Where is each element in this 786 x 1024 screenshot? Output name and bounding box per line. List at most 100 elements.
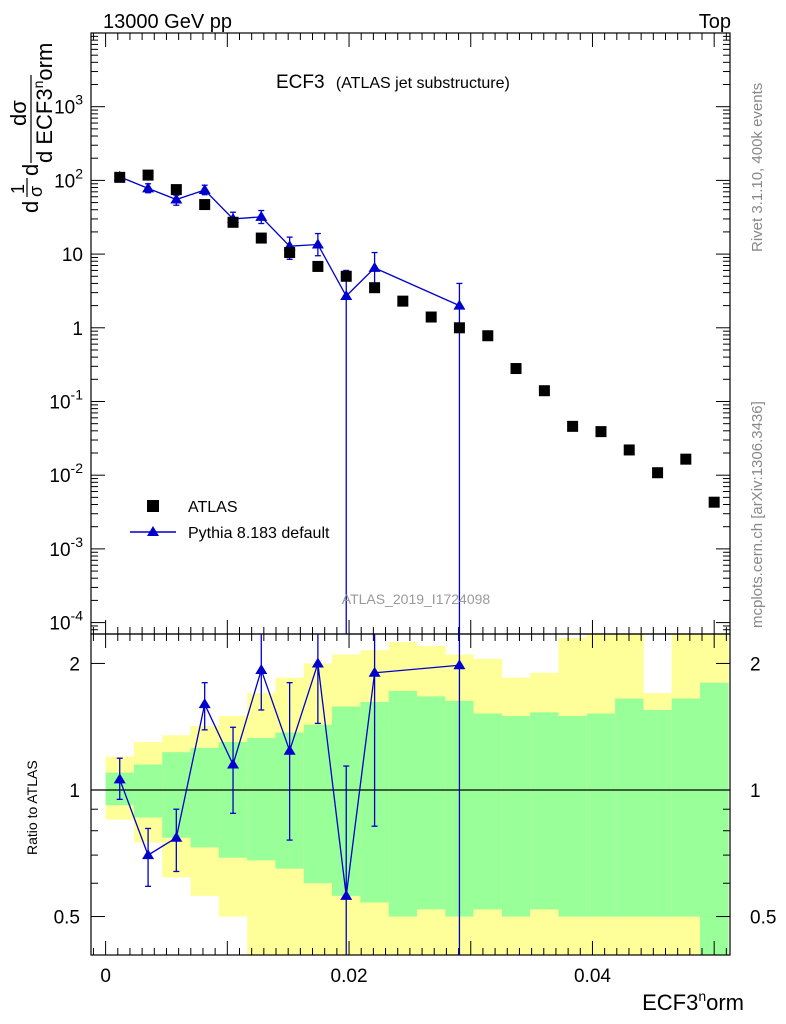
ylabel-outer-d: d (18, 201, 43, 213)
atlas-point (708, 496, 720, 508)
atlas-point (623, 444, 635, 456)
y-tick-label-main: 10-2 (49, 460, 83, 487)
atlas-point (538, 385, 550, 397)
atlas-point (425, 311, 437, 323)
ratio-tick-label-left: 1 (69, 781, 80, 802)
plot-title: ECF3 (ATLAS jet substructure) (276, 72, 510, 93)
y-tick-label-main: 103 (54, 92, 83, 119)
y-tick-label-main: 10-1 (49, 386, 83, 413)
legend: ATLAS Pythia 8.183 default (130, 499, 330, 542)
ratio-tick-label-left: 0.5 (54, 908, 80, 929)
atlas-point (680, 453, 692, 465)
mc-point (340, 290, 353, 301)
ratio-point (227, 758, 240, 769)
analysis-label: ATLAS_2019_I1724098 (342, 591, 491, 607)
main-y-axis-label: d 1 σ d dσ d ECF3norm (6, 43, 57, 213)
band-inner-bin (388, 690, 418, 917)
band-inner-bin (558, 715, 588, 917)
ratio-point (311, 657, 324, 668)
band-inner-bin (247, 737, 276, 861)
ratio-point (113, 773, 126, 784)
mc-point (142, 182, 155, 193)
data-marks (113, 169, 720, 955)
plot-title-main: ECF3 (276, 72, 325, 93)
atlas-point (453, 322, 465, 334)
main-plot-frame (90, 32, 731, 635)
ratio-point (255, 663, 268, 674)
ratio-tick-label-left: 2 (69, 654, 80, 675)
atlas-point (199, 199, 211, 211)
legend-label-mc: Pythia 8.183 default (188, 525, 330, 542)
legend-marker-mc (147, 526, 159, 536)
x-tick-label: 0.04 (574, 966, 611, 987)
band-inner-bin (530, 712, 559, 910)
x-tick-label: 0.02 (331, 966, 368, 987)
ratio-point (170, 831, 183, 842)
y-tick-label-main: 10-4 (49, 608, 83, 635)
atlas-point (114, 171, 126, 183)
mc-point (311, 238, 324, 249)
atlas-point (312, 260, 324, 272)
band-inner-bin (700, 682, 729, 955)
ratio-point (340, 889, 353, 900)
y-tick-label-main: 10 (62, 245, 83, 266)
energy-label: 13000 GeV pp (103, 11, 232, 33)
atlas-point (340, 270, 352, 282)
tick-labels: 0 0.02 0.04 10-4 10-3 10-2 10-1 1 10 102 103 0.5 0.5… (49, 92, 776, 987)
atlas-point (227, 216, 239, 228)
atlas-point (567, 420, 579, 432)
band-inner-bin (303, 724, 333, 884)
axis-ticks (91, 32, 730, 955)
plot-title-sub: (ATLAS jet substructure) (336, 75, 510, 92)
atlas-point (255, 232, 267, 244)
y-tick-label-main: 102 (54, 165, 83, 192)
ratio-point (142, 849, 155, 860)
mc-point (368, 261, 381, 272)
mc-point (255, 210, 268, 221)
ratio-bands (91, 634, 730, 955)
band-inner-bin (643, 709, 672, 917)
band-inner-bin (501, 715, 531, 917)
mc-point (198, 184, 211, 195)
mc-point (170, 193, 183, 204)
atlas-point (397, 295, 409, 307)
band-inner-bin (473, 713, 503, 910)
ratio-point (368, 666, 381, 677)
band-inner-bin (671, 698, 701, 917)
process-label: Top (699, 11, 731, 33)
band-inner-bin (190, 747, 220, 848)
mcplots-label: mcplots.cern.ch [arXiv:1306.3436] (749, 401, 766, 628)
legend-marker-atlas (147, 500, 159, 512)
ratio-point (283, 744, 296, 755)
ratio-tick-label-right: 1 (750, 781, 761, 802)
y-tick-label-main: 1 (72, 319, 83, 340)
ylabel-frac-den: d ECF3norm (30, 43, 57, 163)
legend-label-atlas: ATLAS (188, 499, 238, 516)
atlas-point (652, 467, 664, 479)
rivet-label: Rivet 3.1.10, 400k events (749, 83, 766, 252)
atlas-point (595, 426, 607, 438)
band-inner-bin (586, 713, 616, 917)
ratio-point (453, 659, 466, 670)
ratio-y-axis-label: Ratio to ATLAS (24, 760, 40, 855)
y-tick-label-main: 10-3 (49, 534, 83, 561)
ylabel-inner-d: d (18, 164, 43, 176)
ratio-tick-label-right: 2 (750, 654, 761, 675)
atlas-point (482, 330, 494, 342)
atlas-point (170, 184, 182, 196)
mc-point (453, 299, 466, 310)
atlas-point (369, 282, 381, 294)
ratio-plot-frame (90, 633, 731, 956)
ylabel-outer-sigma: σ (26, 186, 46, 197)
ylabel-outer-1: 1 (8, 184, 28, 194)
atlas-point (510, 363, 522, 375)
ratio-tick-label-right: 0.5 (750, 908, 776, 929)
band-inner-bin (416, 696, 446, 910)
x-tick-label: 0 (100, 966, 111, 987)
ylabel-frac-num: dσ (6, 100, 31, 126)
ratio-point (198, 698, 211, 709)
atlas-point (142, 169, 154, 181)
x-axis-label: ECF3norm (642, 988, 744, 1015)
band-inner-bin (615, 698, 644, 917)
